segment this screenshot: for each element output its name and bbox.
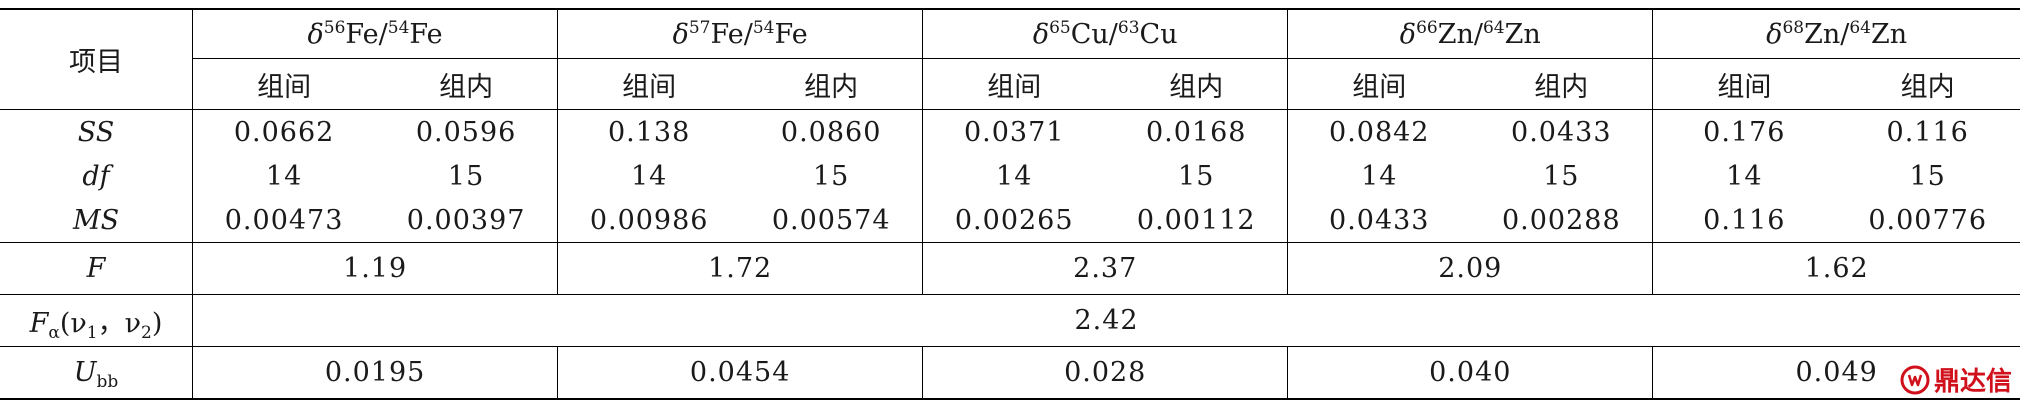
table-cell: 0.0454 bbox=[557, 346, 924, 400]
row-label-ubb: Ubb bbox=[0, 346, 194, 400]
table-cell: 0.0662 bbox=[233, 116, 335, 148]
table-cell: 0.00397 bbox=[375, 198, 559, 243]
isotope-header: δ66Zn/64Zn bbox=[1287, 8, 1654, 59]
table-cell: 1.62 bbox=[1652, 242, 2020, 295]
table-row-ss: SS 0.0662 0.0596 0.138 0.0860 0.0371 0.0… bbox=[0, 109, 2020, 154]
isotope-header: δ68Zn/64Zn bbox=[1652, 8, 2020, 59]
table-cell: 0.0596 bbox=[375, 109, 559, 154]
table-cell: 0.040 bbox=[1287, 346, 1654, 400]
corner-label: 项目 bbox=[0, 8, 194, 110]
row-label-f-alpha: Fα(ν1，ν2) bbox=[0, 294, 194, 347]
dingdaxin-logo-icon bbox=[1900, 365, 1930, 394]
table-cell: 0.0433 bbox=[1470, 109, 1654, 154]
table-row-df: df 14 15 14 15 14 15 14 15 14 15 bbox=[0, 154, 2020, 198]
table-cell: 0.00574 bbox=[740, 198, 924, 243]
isotope-header: δ65Cu/63Cu bbox=[922, 8, 1289, 59]
table-cell: 15 bbox=[375, 154, 559, 198]
table-cell: 15 bbox=[740, 154, 924, 198]
table-cell: 0.00265 bbox=[922, 198, 1106, 243]
isotope-header: δ57Fe/54Fe bbox=[557, 8, 924, 59]
table-cell: 14 bbox=[996, 160, 1033, 192]
table-cell: 0.116 bbox=[1886, 116, 1969, 148]
table-cell: 0.0195 bbox=[192, 346, 559, 400]
table-row-f: F 1.19 1.72 2.37 2.09 1.62 bbox=[0, 242, 2020, 295]
between-group-header: 组间 bbox=[1652, 58, 1836, 110]
table-cell: 0.0371 bbox=[963, 116, 1065, 148]
table-cell: 0.0860 bbox=[740, 109, 924, 154]
table-cell: 0.0842 bbox=[1329, 116, 1430, 148]
table-cell: 0.00776 bbox=[1835, 198, 2020, 243]
table-cell: 0.176 bbox=[1703, 116, 1786, 148]
header-row-isotopes: 项目 δ56Fe/54Fe δ57Fe/54Fe δ65Cu/63Cu δ66Z… bbox=[0, 8, 2020, 110]
row-label-ms: MS bbox=[0, 198, 194, 243]
row-label-ss: SS bbox=[0, 109, 194, 154]
table-cell: 2.37 bbox=[922, 242, 1289, 295]
watermark: 鼎达信 bbox=[1900, 361, 2012, 398]
table-cell: 2.09 bbox=[1287, 242, 1654, 295]
table-cell: 14 bbox=[1726, 160, 1763, 192]
table-row-ms: MS 0.00473 0.00397 0.00986 0.00574 0.002… bbox=[0, 198, 2020, 243]
between-group-header: 组间 bbox=[557, 58, 741, 110]
within-group-header: 组内 bbox=[740, 58, 924, 110]
row-label-df: df bbox=[0, 154, 194, 198]
isotope-header: δ56Fe/54Fe bbox=[192, 8, 559, 59]
table-cell: 0.049 bbox=[1652, 346, 2020, 400]
table-cell: 0.00986 bbox=[557, 198, 741, 243]
table-row-f-alpha: Fα(ν1，ν2) 2.42 bbox=[0, 294, 2020, 347]
table-cell: 0.0168 bbox=[1105, 109, 1289, 154]
between-group-header: 组间 bbox=[922, 58, 1106, 110]
table-cell: 14 bbox=[265, 160, 303, 192]
table-cell: 1.72 bbox=[557, 242, 924, 295]
table-cell: 0.138 bbox=[607, 116, 691, 148]
table-cell: 15 bbox=[1909, 160, 1946, 192]
table-cell: 0.116 bbox=[1652, 198, 1836, 243]
table-cell: 0.00288 bbox=[1470, 198, 1654, 243]
within-group-header: 组内 bbox=[1835, 58, 2020, 110]
table-cell: 2.42 bbox=[192, 294, 2020, 347]
table-row-ubb: Ubb 0.0195 0.0454 0.028 0.040 0.049 bbox=[0, 346, 2020, 400]
between-group-header: 组间 bbox=[192, 58, 376, 110]
table-cell: 0.00112 bbox=[1105, 198, 1289, 243]
table-cell: 0.028 bbox=[922, 346, 1289, 400]
within-group-header: 组内 bbox=[1105, 58, 1289, 110]
table-cell: 0.00473 bbox=[192, 198, 376, 243]
within-group-header: 组内 bbox=[375, 58, 559, 110]
table-cell: 1.19 bbox=[192, 242, 559, 295]
row-label-f: F bbox=[0, 242, 194, 295]
table-cell: 14 bbox=[630, 160, 668, 192]
table-cell: 14 bbox=[1361, 160, 1398, 192]
within-group-header: 组内 bbox=[1470, 58, 1654, 110]
table-cell: 15 bbox=[1470, 154, 1654, 198]
header-row-groups: 组间 组内 组间 组内 组间 组内 组间 组内 组间 组内 bbox=[0, 58, 2020, 110]
watermark-text: 鼎达信 bbox=[1933, 367, 2012, 397]
table-cell: 15 bbox=[1105, 154, 1289, 198]
between-group-header: 组间 bbox=[1287, 58, 1471, 110]
table-cell: 0.0433 bbox=[1287, 198, 1471, 243]
anova-table: 项目 δ56Fe/54Fe δ57Fe/54Fe δ65Cu/63Cu δ66Z… bbox=[0, 8, 2020, 400]
